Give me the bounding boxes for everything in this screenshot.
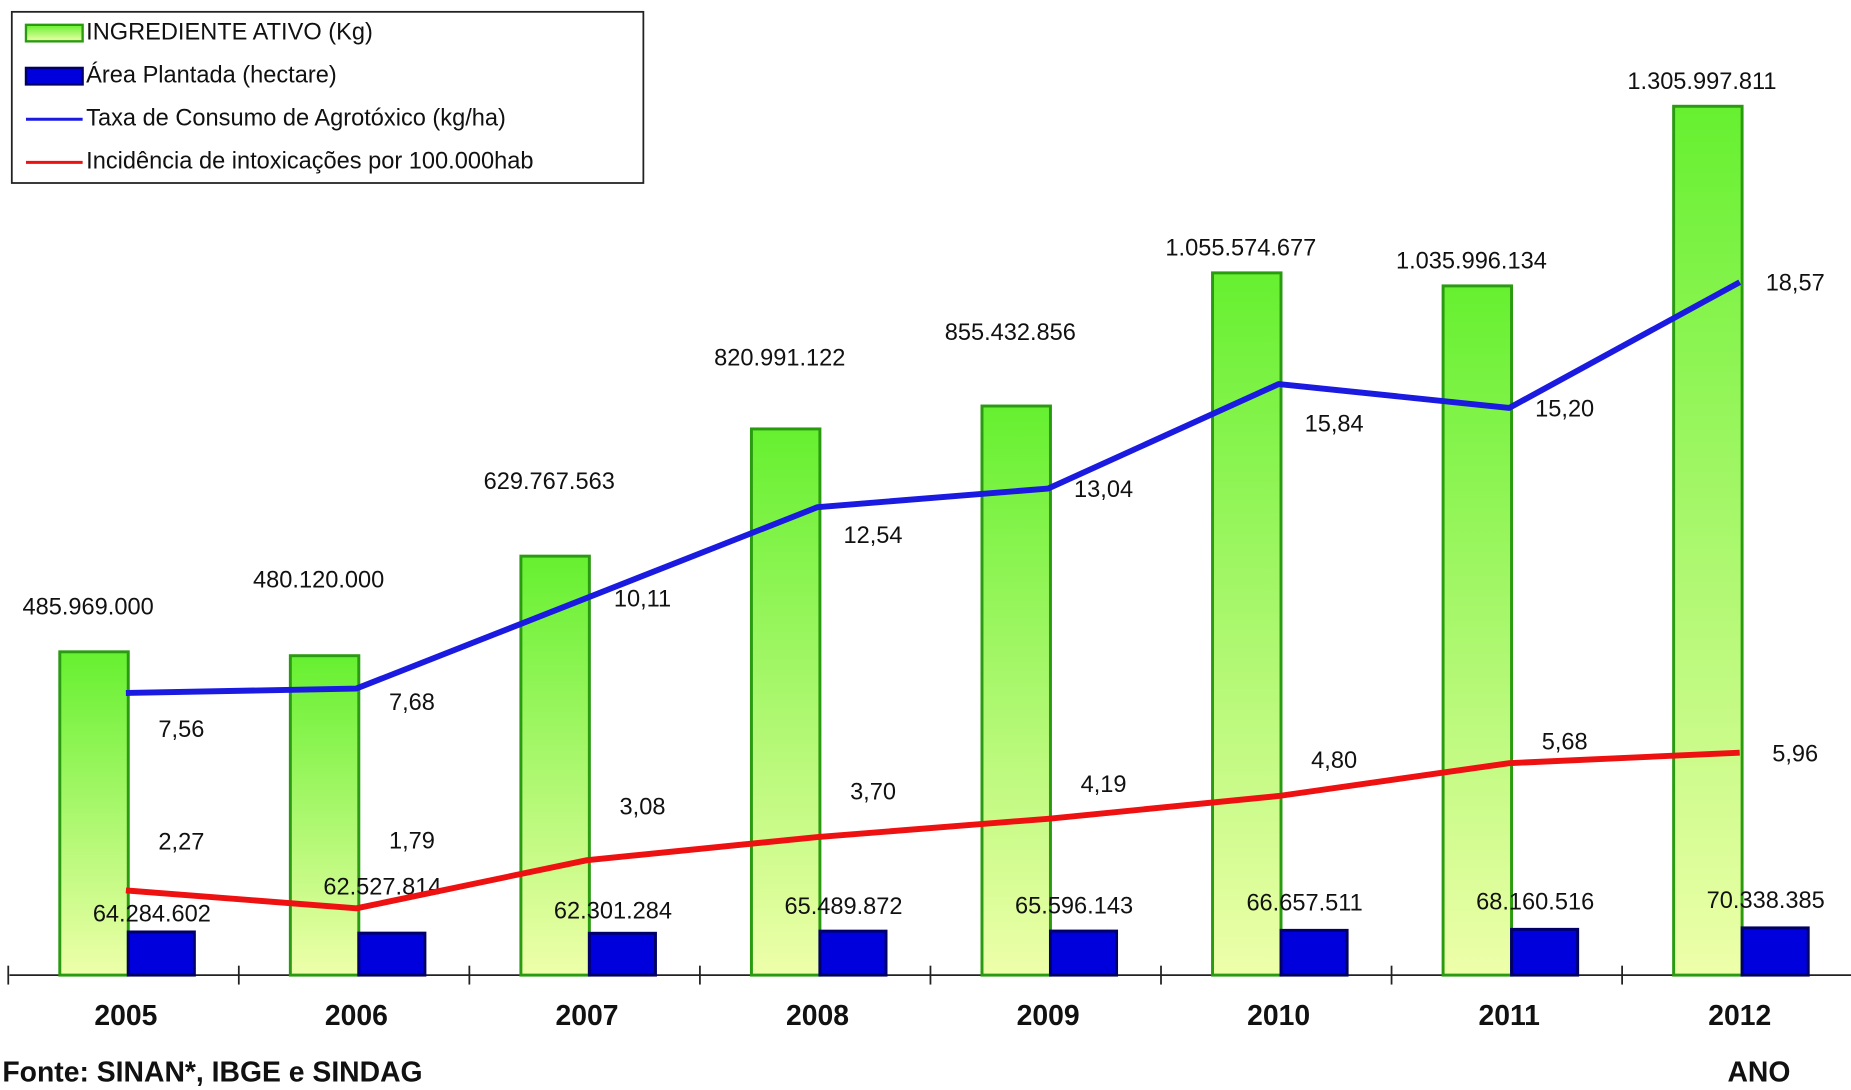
- data-label: 1.055.574.677: [1165, 235, 1316, 261]
- area-bar: [587, 931, 657, 977]
- legend-swatch: [24, 66, 84, 86]
- data-label: 66.657.511: [1246, 891, 1362, 917]
- source-note: Fonte: SINAN*, IBGE e SINDAG: [2, 1057, 422, 1089]
- data-label: 70.338.385: [1707, 888, 1825, 914]
- data-label: 65.489.872: [784, 894, 902, 920]
- ingredient-bar: [980, 404, 1052, 977]
- area-bar: [1048, 929, 1119, 977]
- data-label: 15,84: [1305, 412, 1364, 438]
- data-label: 1,79: [389, 828, 435, 854]
- data-label: 4,19: [1081, 772, 1127, 798]
- ingredient-bar: [58, 650, 130, 977]
- data-label: 855.432.856: [945, 320, 1076, 346]
- series-line: [125, 279, 1742, 696]
- ingredient-bar: [288, 654, 361, 977]
- x-tick-label: 2010: [1247, 1000, 1310, 1032]
- data-label: 62.301.284: [554, 898, 672, 924]
- area-bar: [818, 929, 888, 977]
- data-label: 3,70: [850, 780, 896, 806]
- x-tick-label: 2009: [1017, 1000, 1080, 1032]
- area-bar: [357, 931, 427, 977]
- data-label: 7,56: [158, 717, 204, 743]
- data-label: 480.120.000: [253, 568, 384, 594]
- legend-label: Área Plantada (hectare): [86, 61, 336, 88]
- data-label: 820.991.122: [714, 346, 845, 372]
- area-bar: [126, 930, 196, 977]
- data-label: 4,80: [1311, 748, 1357, 774]
- data-label: 15,20: [1535, 397, 1594, 423]
- legend-box: [10, 10, 645, 184]
- legend-swatch: [24, 23, 84, 43]
- data-label: 7,68: [389, 690, 435, 716]
- x-tick-label: 2007: [555, 1000, 618, 1032]
- data-label: 3,08: [620, 794, 666, 820]
- data-label: 5,68: [1542, 729, 1588, 755]
- ingredient-bar: [1672, 104, 1744, 977]
- data-label: 12,54: [844, 523, 903, 549]
- legend-label: Taxa de Consumo de Agrotóxico (kg/ha): [86, 105, 506, 131]
- legend-label: Incidência de intoxicações por 100.000ha…: [86, 149, 533, 175]
- ingredient-bar: [1441, 284, 1514, 977]
- area-bar: [1510, 927, 1580, 977]
- ingredient-bar: [1211, 271, 1283, 977]
- x-tick-label: 2008: [786, 1000, 849, 1032]
- series-line: [125, 749, 1740, 912]
- x-axis-title: ANO: [1727, 1057, 1790, 1089]
- data-label: 18,57: [1766, 271, 1825, 297]
- data-label: 10,11: [614, 586, 671, 612]
- data-label: 485.969.000: [23, 594, 154, 620]
- x-tick-label: 2006: [325, 1000, 388, 1032]
- data-label: 2,27: [158, 829, 204, 855]
- data-label: 629.767.563: [484, 469, 615, 495]
- x-tick-label: 2012: [1708, 1000, 1771, 1032]
- data-label: 1.035.996.134: [1396, 249, 1547, 275]
- ingredient-bar: [519, 554, 591, 977]
- data-label: 5,96: [1772, 741, 1818, 767]
- legend-label: INGREDIENTE ATIVO (Kg): [86, 19, 373, 45]
- data-label: 1.305.997.811: [1627, 69, 1776, 95]
- data-label: 64.284.602: [93, 902, 211, 928]
- data-label: 68.160.516: [1476, 890, 1594, 916]
- x-tick-label: 2011: [1478, 1000, 1539, 1032]
- area-bar: [1740, 926, 1810, 977]
- area-bar: [1279, 928, 1349, 977]
- data-label: 65.596.143: [1015, 894, 1133, 920]
- data-label: 13,04: [1074, 477, 1133, 503]
- x-tick-label: 2005: [94, 1000, 157, 1032]
